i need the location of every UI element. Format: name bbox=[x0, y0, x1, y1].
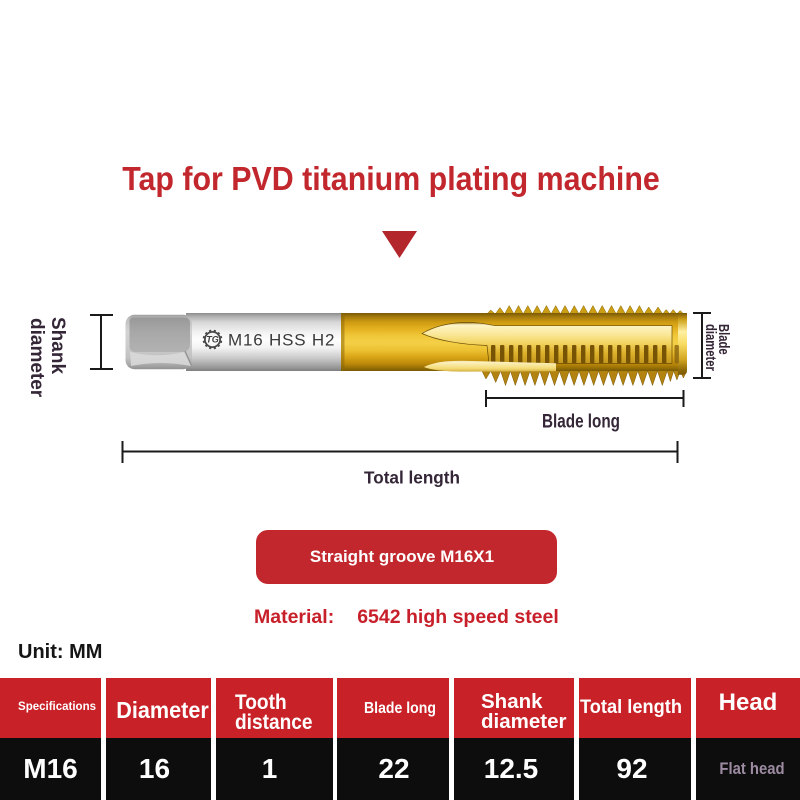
svg-text:Shank: Shank bbox=[47, 317, 68, 374]
svg-text:TG: TG bbox=[206, 335, 219, 345]
svg-text:diameter: diameter bbox=[703, 324, 720, 371]
svg-text:Blade long: Blade long bbox=[542, 412, 620, 433]
svg-text:Blade: Blade bbox=[716, 324, 733, 355]
svg-text:Total length: Total length bbox=[364, 468, 460, 488]
svg-text:M16 HSS H2: M16 HSS H2 bbox=[228, 331, 335, 350]
svg-text:diameter: diameter bbox=[26, 318, 47, 398]
